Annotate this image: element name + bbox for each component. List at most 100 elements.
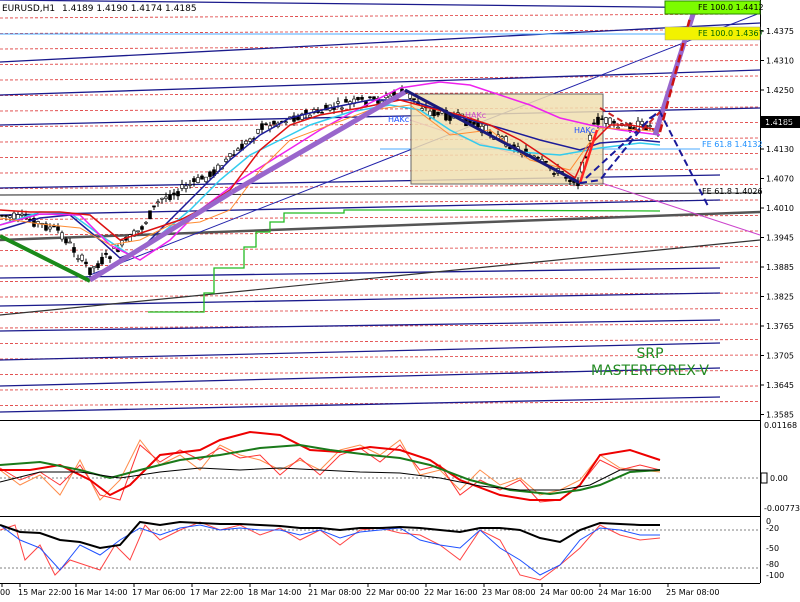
candle-body [44,223,48,231]
grid-line [0,29,761,34]
projection-down-navy [579,110,709,207]
price-tick-label: 1.4190 [766,116,794,125]
candle-body [304,110,308,114]
zigzag-green [0,234,91,283]
grid-line [0,261,761,267]
hak-label-2: HAKc [465,111,486,120]
candle-body [20,213,24,216]
candle-body [536,156,540,159]
current-price-label: 1.4185 [765,118,793,127]
macd-zero-marker [760,472,768,484]
grid-line [0,277,761,282]
grid-line [0,370,761,375]
time-tick-label: 17 Mar 06:00 [132,588,185,597]
time-tick-label: 24 Mar 00:00 [540,588,593,597]
candle-body [420,108,424,111]
candle-body [56,226,60,231]
candle-body [140,226,144,230]
time-tick-label: 16 Mar 14:00 [74,588,127,597]
time-tick-label: 25 Mar 08:00 [666,588,719,597]
candle-body [188,184,192,186]
candle-body [12,212,16,220]
price-tick-label: 1.3945 [766,234,794,243]
grid-line [0,215,761,220]
ma-magenta [0,81,661,261]
candle-body [228,153,232,157]
grid-line [0,122,761,127]
candle-body [196,177,200,183]
ma-blue [0,99,661,259]
candle-body [132,230,136,237]
fe-box-yellow[interactable] [664,26,761,41]
grid-line [0,184,761,189]
stoch-tick-label: 0 [766,517,771,526]
candle-body [160,197,164,200]
price-tick-label: 1.4250 [766,86,794,95]
candle-body [0,214,4,217]
grid-line [0,60,761,65]
candle-body [108,256,112,259]
candle-body [344,99,348,103]
grid-line [0,153,761,158]
price-tick-label: 1.3885 [766,263,794,272]
watermark-line2: MASTERFOREX-V [591,363,709,379]
candle-body [648,125,652,127]
grid-line [0,246,761,251]
candle-body [92,266,96,269]
candle-body [372,96,376,100]
grid-line [0,168,761,174]
candle-body [152,205,156,208]
fe-box-green[interactable] [664,0,761,15]
stochastic-pane[interactable] [0,517,760,583]
price-tick-label: 1.3825 [766,293,794,302]
grid-line [0,13,761,19]
macd-pane[interactable] [0,422,760,515]
macd-axis-top: 0.01168 [764,421,797,430]
price-tick-label: 1.4070 [766,175,794,184]
candle-body [68,241,72,244]
grid-line [0,308,761,313]
candle-body [200,175,204,180]
candle-body [260,123,264,130]
candle-body [592,122,596,125]
macd-axis-mid: 0.00 [770,474,788,483]
fe-618-up-label: FE 61.8 1.4132 [702,140,763,149]
stochastic-axis: 0-20 -50 -80 -100 [766,517,784,580]
candle-body [104,252,108,255]
grid-line [0,339,761,344]
candle-body [368,96,372,99]
candle-body [76,258,80,260]
watermark-line1: SRP [636,346,663,362]
hak-label-3: HAKc [574,126,595,135]
candle-body [608,117,612,125]
candle-body [272,120,276,125]
candle-body [224,158,228,162]
grid-line [0,44,761,50]
candle-body [184,185,188,189]
price-tick-label: 1.4130 [766,145,794,154]
stochastic-indicator [0,520,760,581]
candle-body [156,201,160,204]
time-tick-label: 15 Mar 22:00 [18,588,71,597]
candle-body [600,118,604,121]
candle-body [136,230,140,233]
candle-body [412,98,416,100]
fe-second-label: FE 100.0 1.4367 [698,29,764,38]
candle-body [180,184,184,189]
trend-lines [0,0,761,413]
fe-618-down-label: FE 61.8 1.4026 [702,187,763,196]
candle-body [336,101,340,104]
ohlc-readout: 1.4189 1.4190 1.4174 1.4185 [62,4,197,14]
time-tick-label: 00 [0,588,10,597]
grid-line [0,385,761,391]
candle-body [568,179,572,183]
ma-orange [0,104,661,246]
ma-red [0,99,661,241]
candle-body [552,173,556,175]
candle-body [248,138,252,142]
candle-body [164,196,168,199]
price-axis: 1.4375 1.4310 1.4250 1.4190 1.4130 1.4070 1.40… [760,27,794,420]
candle-body [544,161,548,163]
